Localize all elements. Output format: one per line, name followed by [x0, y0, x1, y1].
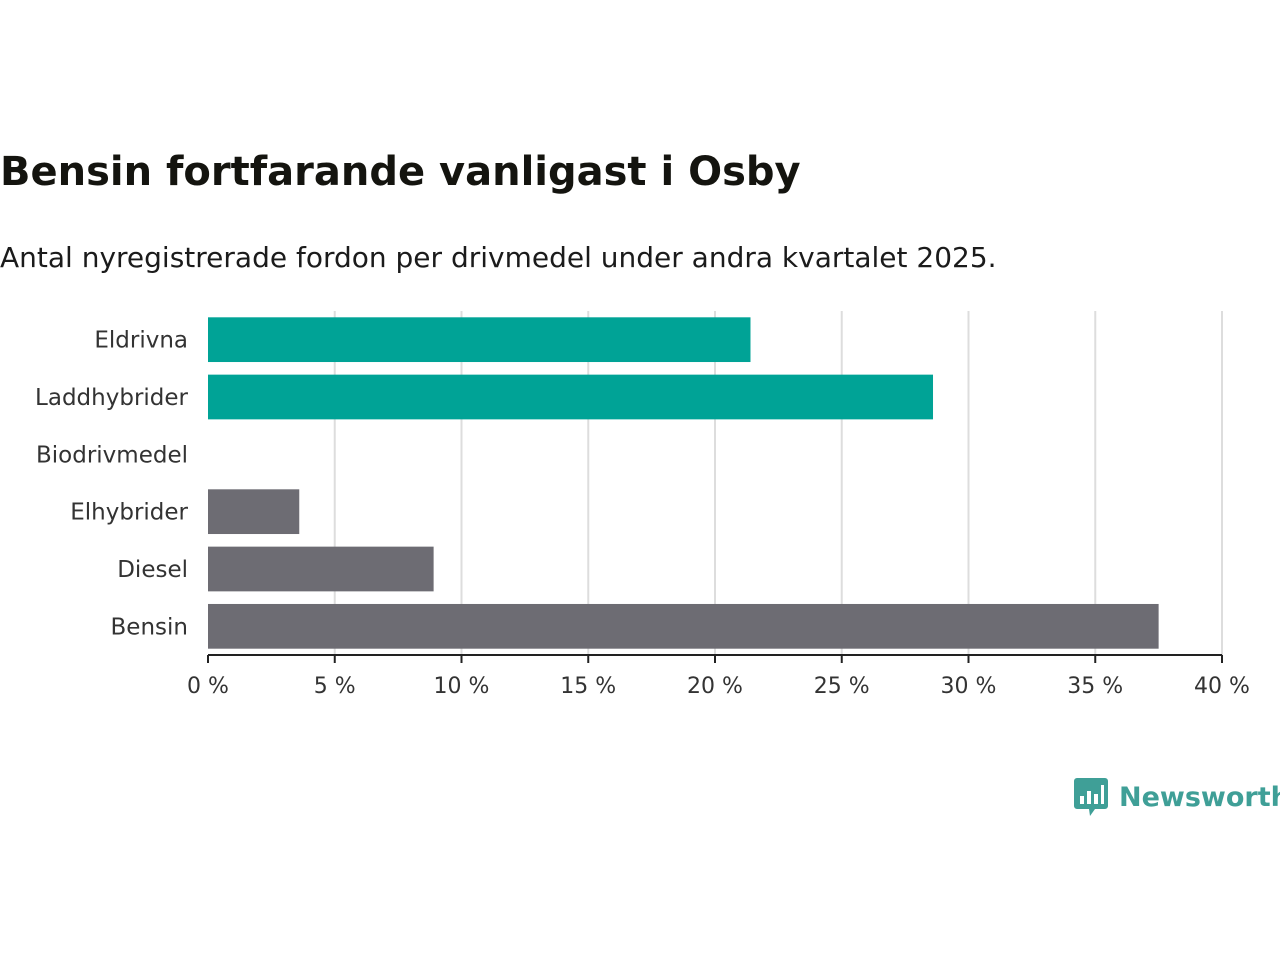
x-tick-label: 20 % — [687, 674, 743, 699]
chart-speech-bubble-icon — [1074, 778, 1108, 816]
x-axis: 0 % 5 % 10 % 15 % 20 % 25 % 30 % 35 % 40 % — [187, 654, 1250, 699]
x-tick-label: 40 % — [1194, 674, 1250, 699]
bar-elhybrider — [208, 489, 300, 535]
category-labels: Eldrivna Laddhybrider Biodrivmedel Elhybrid… — [35, 328, 188, 641]
x-tick-label: 10 % — [434, 674, 490, 699]
newsworthy-logo: Newsworthy — [1073, 776, 1280, 818]
x-tick-label: 5 % — [314, 674, 356, 699]
category-label: Biodrivmedel — [36, 442, 188, 468]
chart-title: Bensin fortfarande vanligast i Osby — [0, 149, 801, 195]
bar-bensin — [208, 603, 1159, 649]
category-label: Eldrivna — [94, 328, 188, 354]
gridlines — [333, 311, 1223, 655]
x-tick-label: 30 % — [941, 674, 997, 699]
x-tick-label: 35 % — [1067, 674, 1123, 699]
category-label: Diesel — [117, 557, 188, 583]
x-tick-label: 25 % — [814, 674, 870, 699]
bar-laddhybrider — [208, 374, 934, 420]
category-label: Laddhybrider — [35, 385, 188, 411]
category-label: Elhybrider — [70, 500, 188, 526]
chart-subtitle: Antal nyregistrerade fordon per drivmede… — [0, 241, 997, 274]
bars — [208, 317, 1159, 649]
bar-diesel — [208, 546, 434, 592]
x-tick-label: 0 % — [187, 674, 229, 699]
x-tick-label: 15 % — [560, 674, 616, 699]
category-label: Bensin — [111, 614, 188, 640]
brand-name: Newsworthy — [1119, 781, 1280, 813]
bar-eldrivna — [208, 317, 751, 363]
